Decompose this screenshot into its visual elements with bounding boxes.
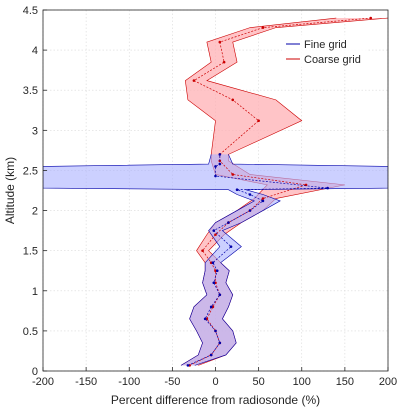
fine-grid-point bbox=[211, 261, 215, 265]
coarse-grid-point bbox=[261, 197, 265, 200]
coarse-grid-point bbox=[261, 26, 265, 29]
fine-grid-band bbox=[43, 154, 388, 366]
x-tick-label: -100 bbox=[118, 376, 140, 388]
y-tick-label: 2.5 bbox=[23, 165, 38, 177]
fine-grid-point bbox=[214, 329, 217, 333]
x-axis-title: Percent difference from radiosonde (%) bbox=[111, 393, 320, 407]
series-layer bbox=[43, 16, 388, 367]
legend-box bbox=[282, 35, 368, 67]
x-tick-label: -200 bbox=[32, 376, 54, 388]
y-axis-title: Altitude (km) bbox=[3, 157, 17, 224]
fine-grid-point bbox=[214, 174, 217, 178]
fine-grid-point bbox=[186, 364, 190, 367]
fine-grid-point bbox=[218, 341, 222, 345]
legend-label-coarse-grid: Coarse grid bbox=[304, 54, 361, 66]
coarse-grid-point bbox=[369, 16, 373, 20]
y-tick-label: 0 bbox=[32, 366, 38, 378]
fine-grid-point bbox=[218, 153, 222, 156]
y-tick-label: 4.5 bbox=[23, 5, 38, 17]
fine-grid-point bbox=[212, 229, 216, 232]
fine-grid-point bbox=[248, 209, 252, 212]
coarse-grid-point bbox=[222, 60, 226, 64]
fine-grid-point bbox=[261, 199, 265, 203]
y-tick-label: 1.5 bbox=[23, 246, 38, 258]
y-tick-label: 2 bbox=[32, 206, 38, 218]
y-tick-label: 3.5 bbox=[23, 85, 38, 97]
coarse-grid-point bbox=[231, 173, 235, 176]
fine-grid-line bbox=[187, 154, 328, 366]
fine-grid-point bbox=[209, 305, 213, 309]
coarse-grid-point bbox=[214, 233, 217, 236]
fine-grid-point bbox=[248, 193, 252, 196]
x-tick-label: 150 bbox=[336, 376, 354, 388]
fine-grid-point bbox=[214, 165, 217, 168]
coarse-grid-point bbox=[231, 98, 235, 102]
fine-grid-point bbox=[227, 221, 230, 224]
y-tick-label: 3 bbox=[32, 125, 38, 137]
x-tick-label: 50 bbox=[253, 376, 265, 388]
x-tick-label: 200 bbox=[379, 376, 397, 388]
coarse-grid-point bbox=[257, 119, 260, 123]
axis-ticks: -200 -150 -100 -50 0 50 100 150 200 0 0.5 1 1.5 2 2.5 3… bbox=[23, 5, 397, 388]
fine-grid-point bbox=[203, 317, 207, 321]
fine-grid-lower-bound bbox=[43, 154, 256, 366]
legend-label-fine-grid: Fine grid bbox=[304, 39, 347, 51]
fine-grid-point bbox=[218, 293, 222, 297]
coarse-grid-point bbox=[201, 249, 204, 252]
fine-grid-point bbox=[218, 162, 222, 166]
fine-grid-point bbox=[212, 281, 216, 285]
y-tick-label: 1 bbox=[32, 286, 38, 298]
legend: Fine grid Coarse grid bbox=[282, 35, 368, 67]
y-tick-label: 0.5 bbox=[23, 326, 38, 338]
fine-grid-point bbox=[209, 353, 213, 357]
fine-grid-point bbox=[229, 245, 233, 248]
fine-grid-point bbox=[235, 188, 239, 191]
x-tick-label: 0 bbox=[212, 376, 218, 388]
x-tick-label: -150 bbox=[75, 376, 97, 388]
x-tick-label: -50 bbox=[164, 376, 180, 388]
fine-grid-point bbox=[215, 269, 219, 273]
x-tick-label: 100 bbox=[293, 376, 311, 388]
coarse-grid-point bbox=[218, 40, 222, 44]
fine-grid-point bbox=[326, 186, 329, 190]
coarse-grid-point bbox=[192, 79, 196, 82]
y-tick-label: 4 bbox=[32, 45, 38, 57]
fine-grid-upper-bound bbox=[194, 154, 388, 366]
coarse-grid-line bbox=[189, 17, 371, 366]
